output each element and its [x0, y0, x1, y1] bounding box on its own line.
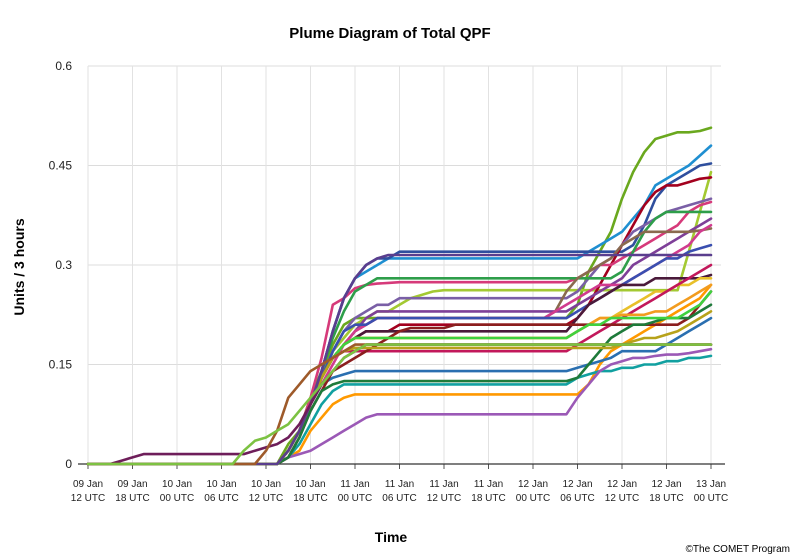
x-tick-label-day: 11 Jan [340, 479, 369, 490]
x-tick-labels: 09 Jan 12 UTC 09 Jan 18 UTC 10 Jan 00 UTC 10 J… [71, 479, 728, 504]
y-tick-labels: 0 0.15 0.3 0.45 0.6 [49, 59, 73, 471]
x-tick-label-day: 11 Jan [474, 479, 503, 490]
x-tick-label-day: 09 Jan [73, 479, 103, 490]
y-tick-label: 0.3 [55, 258, 72, 272]
x-tick-label-day: 10 Jan [251, 479, 281, 490]
x-tick-label-time: 12 UTC [249, 493, 283, 504]
x-tick-label-day: 11 Jan [385, 479, 414, 490]
x-tick-label-day: 12 Jan [518, 479, 548, 490]
x-tick-label-time: 18 UTC [293, 493, 327, 504]
y-tick-label: 0.6 [55, 59, 72, 73]
y-tick-label: 0 [65, 457, 72, 471]
x-axis-title: Time [375, 529, 408, 545]
grid [87, 65, 721, 465]
x-tick-label-time: 18 UTC [471, 493, 505, 504]
y-axis-title: Units / 3 hours [11, 218, 27, 315]
x-tick-label-time: 06 UTC [382, 493, 416, 504]
x-tick-label-day: 13 Jan [696, 479, 726, 490]
x-tick-label-time: 12 UTC [71, 493, 105, 504]
x-tick-label-time: 12 UTC [427, 493, 461, 504]
x-tick-label-day: 09 Jan [117, 479, 147, 490]
series-line [86, 343, 713, 466]
x-tick-label-day: 10 Jan [295, 479, 325, 490]
y-tick-label: 0.45 [49, 159, 73, 173]
x-tick-label-time: 00 UTC [338, 493, 372, 504]
credit-label: ©The COMET Program [686, 544, 790, 555]
x-tick-label-time: 00 UTC [160, 493, 194, 504]
x-tick-label-time: 12 UTC [605, 493, 639, 504]
x-tick-label-time: 18 UTC [115, 493, 149, 504]
x-tick-label-day: 12 Jan [607, 479, 637, 490]
x-tick-label-day: 11 Jan [429, 479, 458, 490]
x-tick-label-time: 00 UTC [694, 493, 728, 504]
x-tick-label-time: 06 UTC [560, 493, 594, 504]
x-tick-label-day: 12 Jan [562, 479, 592, 490]
x-tick-label-time: 00 UTC [516, 493, 550, 504]
series-lines [86, 126, 713, 466]
x-tick-label-day: 12 Jan [651, 479, 681, 490]
x-tick-label-time: 06 UTC [204, 493, 238, 504]
x-tick-label-day: 10 Jan [206, 479, 236, 490]
x-tick-label-day: 10 Jan [162, 479, 192, 490]
chart-title: Plume Diagram of Total QPF [289, 25, 490, 42]
y-tick-label: 0.15 [49, 358, 73, 372]
x-tick-label-time: 18 UTC [649, 493, 683, 504]
